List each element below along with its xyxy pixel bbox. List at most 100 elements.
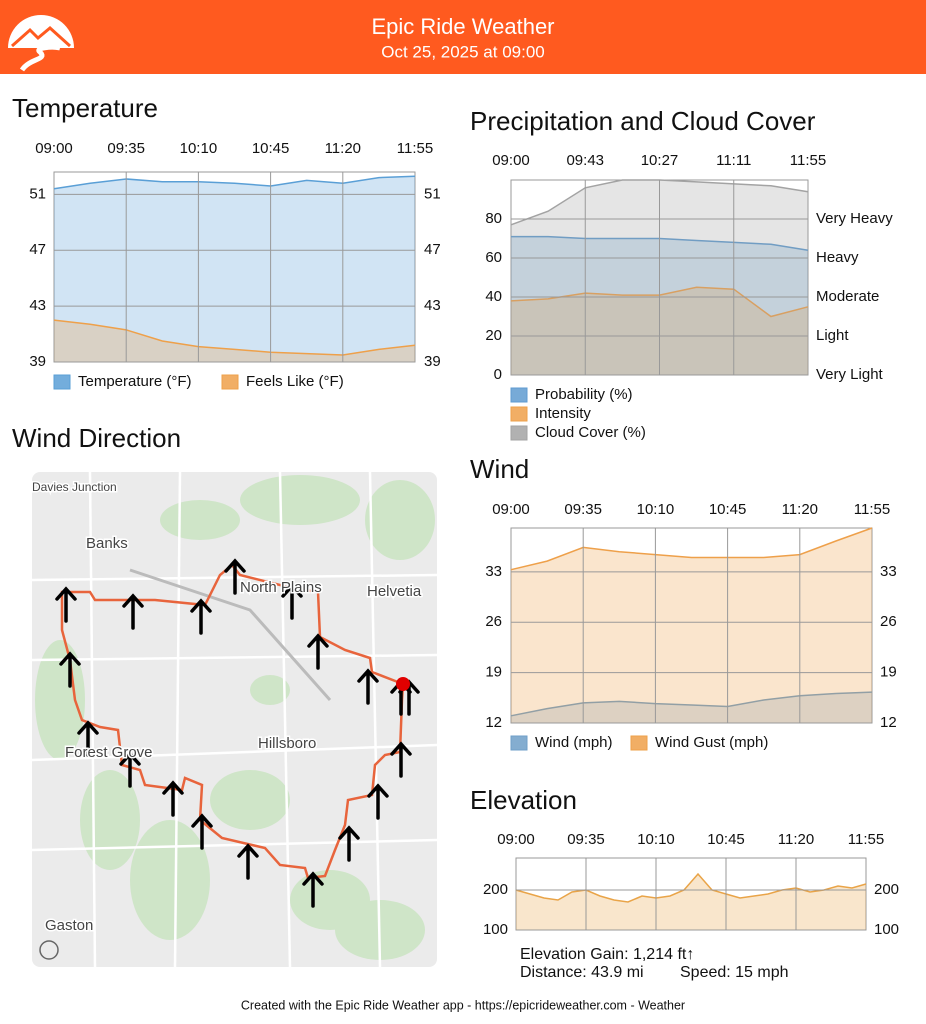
plot-area	[53, 171, 416, 363]
legend-swatch	[510, 387, 528, 403]
annotation: Speed: 15 mph	[680, 964, 789, 981]
y-tick-label: 40	[485, 288, 502, 305]
footer: Created with the Epic Ride Weather app -…	[241, 998, 685, 1012]
series-area	[516, 874, 866, 930]
x-tick-label: 10:10	[180, 140, 218, 157]
x-tick-label: 10:45	[252, 140, 290, 157]
map-label: North Plains	[240, 579, 322, 596]
header-subtitle: Oct 25, 2025 at 09:00	[381, 42, 545, 61]
map-label: Hillsboro	[258, 735, 316, 752]
map-label: Gaston	[45, 917, 93, 934]
y-tick-label-right: 19	[880, 664, 897, 681]
y-tick-label: 39	[29, 353, 46, 370]
map-label: Banks	[86, 535, 128, 552]
legend-label: Wind (mph)	[535, 734, 613, 751]
y-tick-label: 80	[485, 210, 502, 227]
legend-swatch	[630, 735, 648, 751]
wind-arrow	[357, 668, 379, 705]
x-tick-label: 09:00	[492, 501, 530, 518]
chart-title: Precipitation and Cloud Cover	[470, 106, 816, 136]
y-tick-label: 12	[485, 714, 502, 731]
map-label: Helvetia	[367, 583, 422, 600]
y-tick-label: 0	[494, 366, 502, 383]
legend-label: Probability (%)	[535, 386, 633, 403]
x-tick-label: 10:10	[637, 501, 675, 518]
wind-arrow	[162, 780, 184, 817]
series-line	[515, 872, 867, 903]
x-tick-label: 11:20	[778, 831, 814, 848]
wind-arrow	[55, 586, 77, 623]
x-tick-label: 11:55	[848, 831, 884, 848]
x-tick-label: 11:11	[716, 152, 751, 169]
series-line	[53, 175, 416, 190]
y-tick-label-right: 33	[880, 563, 897, 580]
legend-label: Wind Gust (mph)	[655, 734, 768, 751]
map-label: Davies Junction	[32, 480, 117, 494]
x-tick-label: 10:45	[709, 501, 747, 518]
y-tick-label-right: 26	[880, 613, 897, 630]
x-tick-label: 09:35	[107, 140, 145, 157]
y-tick-label-right: 200	[874, 881, 899, 898]
wind-arrow	[302, 871, 324, 908]
plot-area	[515, 857, 867, 931]
y2-tick-label: Very Heavy	[816, 210, 893, 227]
x-tick-label: 11:55	[397, 140, 433, 157]
legend-label: Feels Like (°F)	[246, 373, 344, 390]
wind-arrow	[190, 598, 212, 635]
legend-label: Temperature (°F)	[78, 373, 192, 390]
x-tick-label: 09:00	[497, 831, 535, 848]
chart-title: Temperature	[12, 93, 158, 123]
annotation: Distance: 43.9 mi	[520, 964, 644, 981]
x-tick-label: 09:35	[567, 831, 605, 848]
wind-arrow	[237, 843, 259, 880]
legend-swatch	[510, 406, 528, 422]
y-tick-label: 51	[29, 185, 46, 202]
wind-arrow	[307, 633, 329, 670]
y-tick-label: 60	[485, 249, 502, 266]
wind-arrow	[77, 720, 99, 757]
y-tick-label: 20	[485, 327, 502, 344]
logo	[8, 15, 74, 72]
wind-arrow	[224, 558, 246, 595]
series-area	[511, 692, 872, 723]
series-line	[510, 691, 873, 717]
x-tick-label: 09:00	[35, 140, 73, 157]
wind-arrow	[338, 825, 360, 862]
y2-tick-label: Light	[816, 327, 849, 344]
map-label: Forest Grove	[65, 744, 153, 761]
y2-tick-label: Heavy	[816, 249, 859, 266]
x-tick-label: 10:10	[637, 831, 675, 848]
x-tick-label: 09:43	[566, 152, 604, 169]
x-tick-label: 10:27	[641, 152, 679, 169]
series-area	[54, 176, 415, 362]
x-tick-label: 11:20	[782, 501, 818, 518]
annotation: Elevation Gain: 1,214 ft↑	[520, 946, 694, 963]
x-tick-label: 10:45	[707, 831, 745, 848]
y2-tick-label: Moderate	[816, 288, 879, 305]
y-tick-label-right: 12	[880, 714, 897, 731]
y2-tick-label: Very Light	[816, 366, 884, 383]
y-tick-label: 19	[485, 664, 502, 681]
legend-swatch	[510, 735, 528, 751]
series-line	[53, 319, 416, 356]
series-area	[54, 320, 415, 362]
y-tick-label: 33	[485, 563, 502, 580]
plot-area	[510, 527, 873, 724]
x-tick-label: 11:20	[325, 140, 361, 157]
series-line	[510, 527, 873, 571]
header-bar	[0, 0, 926, 74]
chart-title: Wind	[470, 454, 529, 484]
legend-swatch	[510, 425, 528, 441]
x-tick-label: 11:55	[790, 152, 826, 169]
wind-arrow	[59, 651, 81, 688]
x-tick-label: 09:00	[492, 152, 530, 169]
y-tick-label: 43	[29, 297, 46, 314]
wind-arrow	[281, 583, 303, 620]
y-tick-label-right: 39	[424, 353, 441, 370]
series-area	[511, 528, 872, 723]
legend-label: Intensity	[535, 405, 591, 422]
y-tick-label-right: 100	[874, 921, 899, 938]
chart-title: Elevation	[470, 785, 577, 815]
header-title: Epic Ride Weather	[371, 14, 554, 39]
